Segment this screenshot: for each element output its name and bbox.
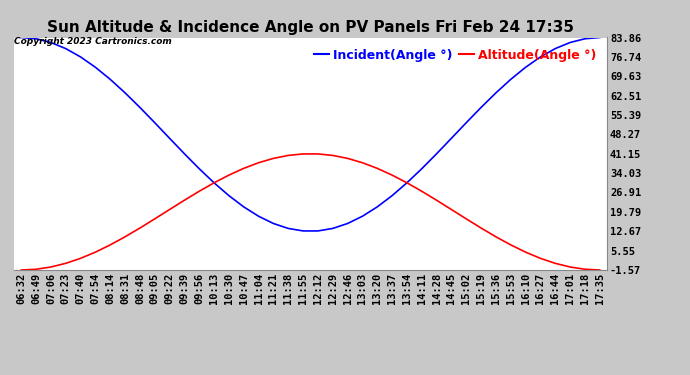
Legend: Incident(Angle °), Altitude(Angle °): Incident(Angle °), Altitude(Angle °) — [309, 44, 601, 67]
Text: Copyright 2023 Cartronics.com: Copyright 2023 Cartronics.com — [14, 38, 172, 46]
Title: Sun Altitude & Incidence Angle on PV Panels Fri Feb 24 17:35: Sun Altitude & Incidence Angle on PV Pan… — [47, 20, 574, 35]
